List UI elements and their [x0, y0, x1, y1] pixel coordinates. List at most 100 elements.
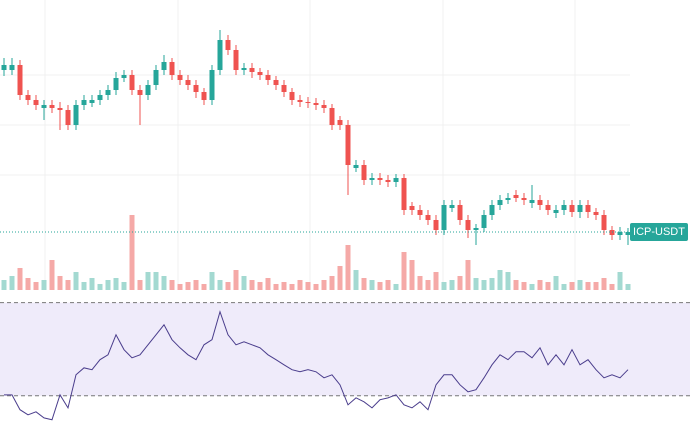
candle-body	[497, 200, 503, 205]
candle-body	[73, 105, 79, 125]
candle-body	[201, 92, 207, 100]
volume-bar	[73, 272, 79, 290]
candle-body	[353, 165, 359, 168]
volume-bar	[121, 282, 127, 290]
candle-body	[481, 215, 487, 228]
candle-body	[585, 205, 591, 212]
volume-bar	[305, 282, 311, 290]
volume-bar	[185, 282, 191, 290]
candle-body	[393, 178, 399, 182]
volume-bar	[321, 280, 327, 290]
volume-bar	[233, 270, 239, 290]
volume-bar	[81, 282, 87, 290]
volume-bar	[377, 282, 383, 290]
candle-body	[257, 72, 263, 75]
volume-bar	[49, 260, 55, 290]
volume-bar	[273, 284, 279, 290]
symbol-badge	[630, 223, 688, 241]
candle-body	[145, 85, 151, 95]
candle-body	[569, 205, 575, 212]
volume-bar	[601, 278, 607, 290]
candle-body	[545, 205, 551, 210]
volume-bar	[241, 276, 247, 290]
candle-body	[177, 75, 183, 80]
candle-body	[465, 220, 471, 230]
candle-body	[489, 205, 495, 215]
volume-bar	[137, 280, 143, 290]
volume-bar	[473, 278, 479, 290]
candle-body	[401, 178, 407, 210]
candle-body	[113, 78, 119, 90]
candle-body	[185, 80, 191, 85]
candle-body	[209, 70, 215, 100]
rsi-band	[0, 302, 690, 396]
volume-bar	[313, 284, 319, 290]
grid	[0, 0, 630, 290]
candle-body	[329, 108, 335, 125]
candle-body	[9, 65, 15, 70]
candle-body	[617, 232, 623, 235]
candle-body	[97, 95, 103, 100]
volume-bar	[497, 270, 503, 290]
volume-bar	[585, 282, 591, 290]
candle-body	[361, 165, 367, 180]
volume-bar	[425, 280, 431, 290]
candle-body	[305, 102, 311, 103]
candle-body	[417, 210, 423, 215]
candle-body	[249, 68, 255, 72]
volume-bar	[329, 276, 335, 290]
candle-body	[449, 205, 455, 208]
candle-body	[281, 85, 287, 92]
candle-body	[313, 103, 319, 105]
candle-body	[409, 206, 415, 210]
volume-bar	[625, 284, 631, 290]
candle-body	[297, 100, 303, 102]
candle-body	[529, 200, 535, 203]
rsi-line	[4, 310, 629, 421]
volume-bar	[505, 272, 511, 290]
candle-body	[193, 85, 199, 92]
candle-body	[521, 198, 527, 200]
volume-bar	[561, 284, 567, 290]
candle-body	[273, 80, 279, 85]
candle-body	[537, 200, 543, 205]
volume-bar	[105, 280, 111, 290]
volume-bar	[441, 282, 447, 290]
candle-body	[89, 100, 95, 103]
candle-body	[57, 108, 63, 110]
candle-body	[17, 65, 23, 95]
candle-body	[65, 110, 71, 125]
volume-bar	[297, 280, 303, 290]
volume-bar	[513, 280, 519, 290]
candle-body	[241, 68, 247, 70]
volume-bar	[489, 278, 495, 290]
volume-bar	[617, 272, 623, 290]
volume-bar	[25, 278, 31, 290]
volume-bar	[593, 282, 599, 290]
volume-bar	[193, 280, 199, 290]
volume-bar	[449, 280, 455, 290]
candle-body	[457, 205, 463, 220]
volume-bar	[289, 284, 295, 290]
volume-bar	[465, 260, 471, 290]
volume-bar	[457, 276, 463, 290]
candle-body	[433, 220, 439, 230]
candle-body	[425, 215, 431, 220]
volume-bar	[113, 278, 119, 290]
volume-bar	[409, 260, 415, 290]
volume-bar	[417, 276, 423, 290]
volume-bar	[281, 282, 287, 290]
volume-bar	[249, 280, 255, 290]
candle-body	[129, 75, 135, 90]
candle-body	[625, 232, 631, 235]
candle-body	[345, 125, 351, 165]
volume-bar	[609, 284, 615, 290]
candle-body	[385, 180, 391, 182]
volume-bar	[1, 280, 7, 290]
candle-body	[441, 205, 447, 230]
candle-body	[41, 105, 47, 108]
volume-bar	[217, 280, 223, 290]
volume-bar	[345, 245, 351, 290]
volume-bar	[433, 272, 439, 290]
volume-bar	[41, 280, 47, 290]
